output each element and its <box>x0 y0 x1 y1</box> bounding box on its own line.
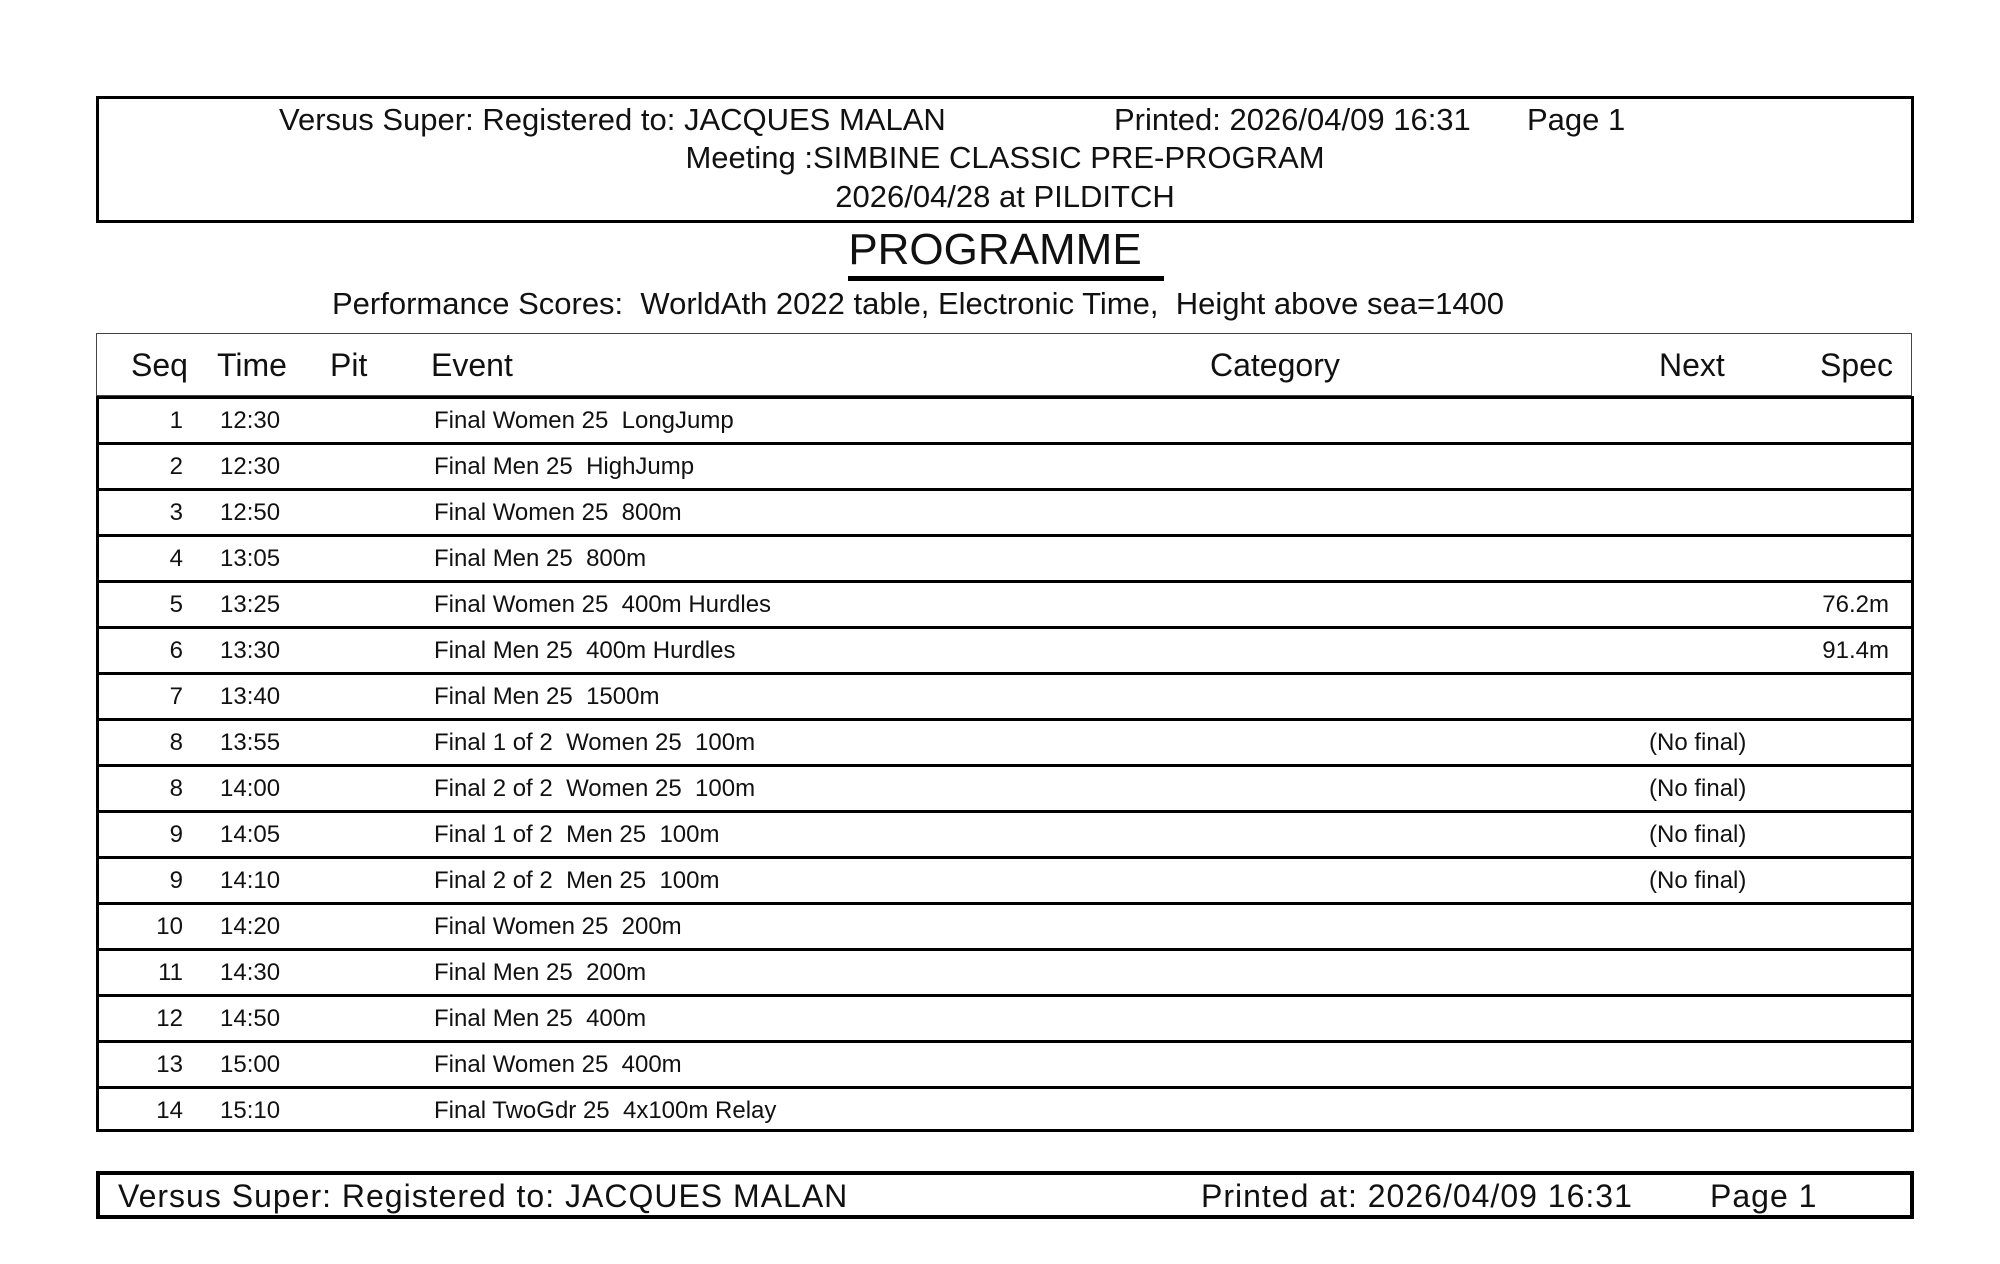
cell-time: 13:40 <box>220 683 281 710</box>
table-row: 7 13:40 Final Men 25 1500m <box>99 675 1911 721</box>
cell-time: 14:50 <box>220 1005 281 1032</box>
cell-seq: 5 <box>169 591 183 618</box>
table-row: 12 14:50 Final Men 25 400m <box>99 997 1911 1043</box>
cell-event: Final 1 of 2 Women 25 100m <box>434 729 756 756</box>
cell-event: Final Men 25 200m <box>434 959 647 986</box>
cell-time: 13:05 <box>220 545 281 572</box>
report-header: Versus Super: Registered to: JACQUES MAL… <box>96 96 1914 223</box>
cell-time: 12:50 <box>220 499 281 526</box>
cell-time: 15:00 <box>220 1051 281 1078</box>
cell-seq: 11 <box>158 959 183 986</box>
table-row: 10 14:20 Final Women 25 200m <box>99 905 1911 951</box>
report-footer: Versus Super: Registered to: JACQUES MAL… <box>96 1171 1914 1219</box>
table-row: 4 13:05 Final Men 25 800m <box>99 537 1911 583</box>
cell-seq: 9 <box>169 821 183 848</box>
cell-time: 13:25 <box>220 591 281 618</box>
cell-seq: 6 <box>169 637 183 664</box>
cell-time: 15:10 <box>220 1097 281 1124</box>
col-time: Time <box>217 347 287 383</box>
page-title: PROGRAMME <box>0 224 2000 281</box>
cell-event: Final Men 25 1500m <box>434 683 660 710</box>
table-row: 2 12:30 Final Men 25 HighJump <box>99 445 1911 491</box>
printed-date: Printed: 2026/04/09 16:31 <box>1114 102 1471 137</box>
cell-event: Final Men 25 800m <box>434 545 647 572</box>
cell-event: Final 2 of 2 Men 25 100m <box>434 867 720 894</box>
col-next: Next <box>1659 347 1725 383</box>
col-event: Event <box>431 347 513 383</box>
cell-seq: 8 <box>169 729 183 756</box>
title-text: PROGRAMME <box>848 224 1164 281</box>
cell-seq: 8 <box>169 775 183 802</box>
cell-event: Final Men 25 400m Hurdles <box>434 637 736 664</box>
cell-seq: 3 <box>169 499 183 526</box>
performance-scores: Performance Scores: WorldAth 2022 table,… <box>332 286 1505 321</box>
table-row: 3 12:50 Final Women 25 800m <box>99 491 1911 537</box>
cell-seq: 7 <box>169 683 183 710</box>
cell-next: (No final) <box>1649 775 1747 802</box>
table-row: 8 14:00 Final 2 of 2 Women 25 100m (No fina… <box>99 767 1911 813</box>
table-row: 6 13:30 Final Men 25 400m Hurdles 91.4m <box>99 629 1911 675</box>
cell-event: Final Women 25 800m <box>434 499 682 526</box>
cell-seq: 13 <box>156 1051 183 1078</box>
programme-table: 1 12:30 Final Women 25 LongJump 2 12:30 Final… <box>96 396 1914 1132</box>
table-row: 14 15:10 Final TwoGdr 25 4x100m Relay <box>99 1089 1911 1135</box>
cell-spec: 91.4m <box>1822 637 1889 664</box>
cell-time: 13:30 <box>220 637 281 664</box>
table-header: Seq Time Pit Event Category Next Spec <box>96 333 1912 396</box>
meeting-name: Meeting :SIMBINE CLASSIC PRE-PROGRAM <box>685 140 1325 175</box>
table-row: 5 13:25 Final Women 25 400m Hurdles 76.2m <box>99 583 1911 629</box>
table-row: 8 13:55 Final 1 of 2 Women 25 100m (No fina… <box>99 721 1911 767</box>
cell-seq: 1 <box>169 407 183 434</box>
col-pit: Pit <box>330 347 368 383</box>
cell-time: 13:55 <box>220 729 281 756</box>
cell-event: Final TwoGdr 25 4x100m Relay <box>434 1097 777 1124</box>
col-spec: Spec <box>1820 347 1893 383</box>
cell-spec: 76.2m <box>1822 591 1889 618</box>
cell-time: 12:30 <box>220 407 281 434</box>
cell-time: 14:05 <box>220 821 281 848</box>
cell-event: Final Women 25 400m <box>434 1051 682 1078</box>
col-seq: Seq <box>131 347 188 383</box>
table-row: 1 12:30 Final Women 25 LongJump <box>99 399 1911 445</box>
meeting-date-venue: 2026/04/28 at PILDITCH <box>835 179 1175 214</box>
cell-event: Final 1 of 2 Men 25 100m <box>434 821 720 848</box>
cell-seq: 10 <box>156 913 183 940</box>
cell-event: Final Women 25 LongJump <box>434 407 734 434</box>
cell-event: Final Women 25 200m <box>434 913 682 940</box>
cell-seq: 12 <box>156 1005 183 1032</box>
footer-registered-to: Versus Super: Registered to: JACQUES MAL… <box>118 1178 849 1214</box>
cell-seq: 9 <box>169 867 183 894</box>
cell-seq: 4 <box>169 545 183 572</box>
cell-seq: 2 <box>169 453 183 480</box>
cell-event: Final Men 25 HighJump <box>434 453 695 480</box>
cell-time: 14:30 <box>220 959 281 986</box>
col-category: Category <box>1210 347 1340 383</box>
cell-event: Final Women 25 400m Hurdles <box>434 591 772 618</box>
footer-page-number: Page 1 <box>1710 1178 1818 1214</box>
cell-time: 14:20 <box>220 913 281 940</box>
cell-time: 12:30 <box>220 453 281 480</box>
table-row: 11 14:30 Final Men 25 200m <box>99 951 1911 997</box>
table-row: 9 14:05 Final 1 of 2 Men 25 100m (No final) <box>99 813 1911 859</box>
cell-time: 14:10 <box>220 867 281 894</box>
page-number: Page 1 <box>1527 102 1626 137</box>
table-row: 13 15:00 Final Women 25 400m <box>99 1043 1911 1089</box>
cell-time: 14:00 <box>220 775 281 802</box>
cell-event: Final Men 25 400m <box>434 1005 647 1032</box>
cell-event: Final 2 of 2 Women 25 100m <box>434 775 756 802</box>
cell-seq: 14 <box>156 1097 183 1124</box>
cell-next: (No final) <box>1649 821 1747 848</box>
cell-next: (No final) <box>1649 867 1747 894</box>
footer-printed-date: Printed at: 2026/04/09 16:31 <box>1201 1178 1633 1214</box>
table-row: 9 14:10 Final 2 of 2 Men 25 100m (No final) <box>99 859 1911 905</box>
registered-to: Versus Super: Registered to: JACQUES MAL… <box>279 102 946 137</box>
cell-next: (No final) <box>1649 729 1747 756</box>
